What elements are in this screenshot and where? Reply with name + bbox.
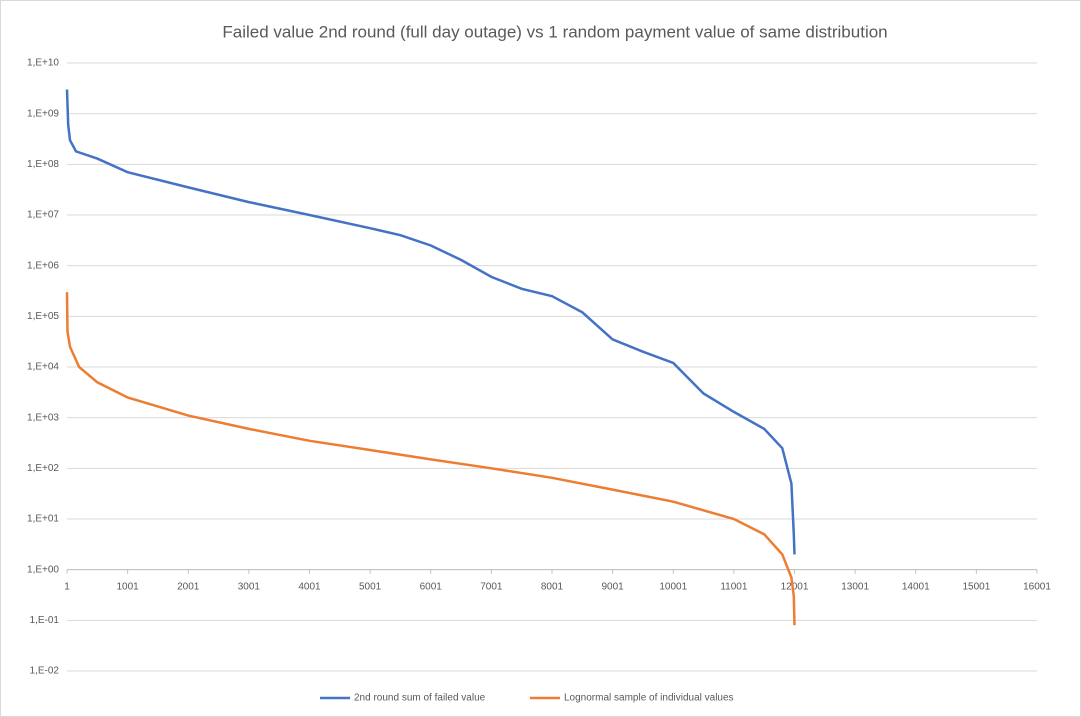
x-tick-label: 7001 (480, 581, 503, 592)
y-tick-label: 1,E-02 (30, 666, 60, 677)
x-tick-label: 12001 (781, 581, 809, 592)
y-tick-label: 1,E+00 (27, 564, 59, 575)
y-tick-label: 1,E-01 (30, 615, 60, 626)
y-tick-label: 1,E+08 (27, 159, 59, 170)
x-tick-label: 6001 (420, 581, 443, 592)
x-tick-label: 9001 (602, 581, 625, 592)
x-tick-label: 14001 (902, 581, 930, 592)
x-tick-label: 11001 (720, 581, 748, 592)
y-tick-label: 1,E+01 (27, 514, 59, 525)
y-tick-label: 1,E+09 (27, 108, 59, 119)
legend-label: Lognormal sample of individual values (564, 693, 734, 704)
x-tick-label: 10001 (659, 581, 687, 592)
y-tick-label: 1,E+02 (27, 463, 59, 474)
x-tick-label: 1 (64, 581, 70, 592)
x-tick-label: 2001 (177, 581, 200, 592)
x-tick-label: 3001 (238, 581, 261, 592)
x-tick-label: 8001 (541, 581, 564, 592)
y-tick-label: 1,E+05 (27, 311, 59, 322)
y-tick-label: 1,E+06 (27, 260, 59, 271)
x-tick-label: 15001 (962, 581, 990, 592)
x-tick-label: 5001 (359, 581, 382, 592)
legend-label: 2nd round sum of failed value (354, 693, 486, 704)
x-tick-label: 16001 (1023, 581, 1051, 592)
x-tick-label: 4001 (298, 581, 321, 592)
x-tick-label: 13001 (841, 581, 869, 592)
y-tick-label: 1,E+07 (27, 210, 59, 221)
x-tick-label: 1001 (117, 581, 140, 592)
y-tick-label: 1,E+03 (27, 412, 59, 423)
y-tick-label: 1,E+04 (27, 362, 59, 373)
chart-title: Failed value 2nd round (full day outage)… (222, 22, 887, 41)
y-tick-label: 1,E+10 (27, 58, 59, 69)
series-line (65, 292, 796, 626)
series-line (65, 89, 796, 555)
